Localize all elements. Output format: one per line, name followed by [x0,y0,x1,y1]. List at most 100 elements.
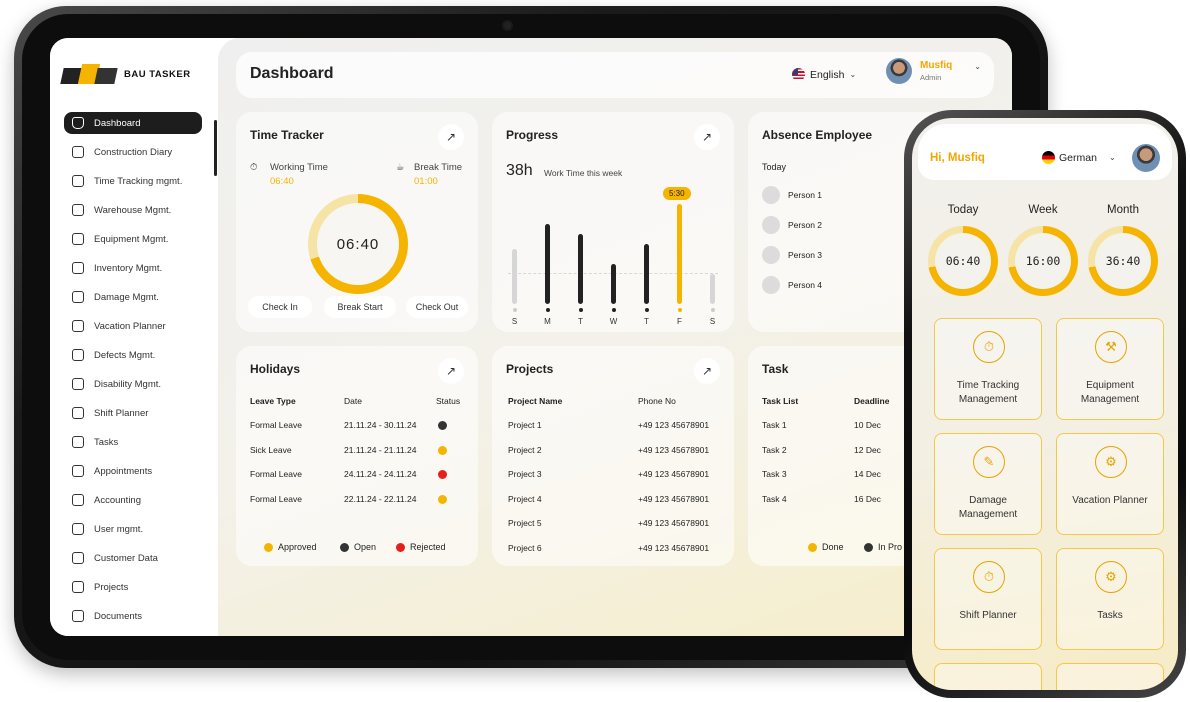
sidebar-item-warehouse-mgmt[interactable]: Warehouse Mgmt. [64,199,202,221]
column-header: Project Name [508,396,563,406]
tile-damage-management[interactable]: ✎ Damage Management [934,433,1042,535]
day-label: T [644,317,649,326]
tile-vacation-planner[interactable]: ⚙ Vacation Planner [1056,433,1164,535]
tile-tasks[interactable]: ⚙ Tasks [1056,548,1164,650]
day-label: T [578,317,583,326]
sidebar-item-dashboard[interactable]: Dashboard [64,112,202,134]
sidebar-item-user-mgmt[interactable]: User mgmt. [64,518,202,540]
avatar[interactable] [1132,144,1160,172]
gear-icon: ⚙ [1095,446,1127,478]
phone-number: +49 123 45678901 [638,542,710,553]
sidebar-item-label: Dashboard [94,117,141,129]
sidebar-scrollbar[interactable] [214,120,217,176]
tile-label: Vacation Planner [1072,495,1148,506]
tablet-camera [504,22,511,29]
tile-partial[interactable] [1056,663,1164,690]
card-title: Task [762,362,789,376]
gear-icon: ⚙ [1095,561,1127,593]
shift-icon [72,407,84,419]
legend-dot [264,542,273,552]
period-label: Today [947,204,979,216]
tile-label: Time Tracking Management [956,380,1020,405]
column-header: Deadline [854,396,890,406]
legend-item: Approved [264,542,317,552]
stopwatch-icon: ⏱ [250,162,258,173]
greeting: Hi, Musfiq [930,152,985,164]
sidebar-item-label: Warehouse Mgmt. [94,204,172,216]
table-row: Formal Leave [250,493,302,504]
sidebar-item-shift-planner[interactable]: Shift Planner [64,402,202,424]
sidebar-item-tasks[interactable]: Tasks [64,431,202,453]
bar-dot [710,308,715,312]
break-start-button[interactable]: Break Start [324,296,396,318]
diary-icon [72,146,84,158]
user-menu[interactable]: Musfiq Admin ⌄ [886,58,981,84]
stopwatch-icon: ⏱ [973,331,1005,363]
tile-equipment-management[interactable]: ⚒ Equipment Management [1056,318,1164,420]
coffee-icon: ☕ [396,162,405,173]
sidebar-item-documents[interactable]: Documents [64,605,202,627]
column-header: Date [344,396,362,406]
sidebar-item-label: Inventory Mgmt. [94,262,163,274]
table-row: Formal Leave [250,469,302,479]
card-title: Progress [506,128,559,142]
table-row: Task 4 [762,493,787,504]
sidebar-item-time-tracking-mgmt[interactable]: Time Tracking mgmt. [64,170,202,192]
expand-arrow-icon[interactable]: ↗ [694,358,720,384]
sidebar-item-equipment-mgmt[interactable]: Equipment Mgmt. [64,228,202,250]
legend-label: Done [822,542,844,552]
deadline: 16 Dec [854,493,881,504]
phone-number: +49 123 45678901 [638,420,710,430]
expand-arrow-icon[interactable]: ↗ [694,124,720,150]
sidebar-item-construction-diary[interactable]: Construction Diary [64,141,202,163]
tile-partial[interactable] [934,663,1042,690]
column-header: Task List [762,396,799,406]
column-header: Phone No [638,396,676,406]
brand-logo[interactable]: BAU TASKER [60,62,191,86]
user-name: Musfiq [920,60,953,71]
check-out-button[interactable]: Check Out [406,296,468,318]
status-dot [438,470,447,479]
sidebar-item-vacation-planner[interactable]: Vacation Planner [64,315,202,337]
tile-shift-planner[interactable]: ⏱ Shift Planner [934,548,1042,650]
tasks-icon [72,436,84,448]
sidebar-item-damage-mgmt[interactable]: Damage Mgmt. [64,286,202,308]
sidebar-item-inventory-mgmt[interactable]: Inventory Mgmt. [64,257,202,279]
tile-label: Damage Management [958,495,1018,520]
bar-dot [545,308,550,312]
user-role: Admin [920,73,942,82]
sidebar-item-accounting[interactable]: Accounting [64,489,202,511]
bar-5 [677,204,682,304]
language-label: English [810,68,845,81]
tile-time-tracking-management[interactable]: ⏱ Time Tracking Management [934,318,1042,420]
language-selector[interactable]: German ⌄ [1042,151,1116,164]
check-in-button[interactable]: Check In [248,296,312,318]
sidebar-item-defects-mgmt[interactable]: Defects Mgmt. [64,344,202,366]
language-selector[interactable]: English ⌄ [792,68,856,81]
sidebar-item-projects[interactable]: Projects [64,576,202,598]
bar-2 [578,234,583,304]
period-value: 06:40 [945,254,981,268]
sidebar-item-disability-mgmt[interactable]: Disability Mgmt. [64,373,202,395]
documents-icon [72,610,84,622]
expand-arrow-icon[interactable]: ↗ [438,124,464,150]
sidebar-item-appointments[interactable]: Appointments [64,460,202,482]
period-ring [1008,226,1078,296]
table-row: Formal Leave [250,420,302,430]
alert-icon [72,349,84,361]
leave-date: 24.11.24 - 24.11.24 [344,469,417,479]
column-header: Leave Type [250,396,296,406]
customer-icon [72,552,84,564]
time-tracker-card: Time Tracker ↗ ⏱ Working Time 06:40 ☕ Br… [236,112,478,332]
expand-arrow-icon[interactable]: ↗ [438,358,464,384]
sidebar-item-label: Appointments [94,465,153,477]
table-row: Task 3 [762,469,787,479]
card-title: Absence Employee [762,128,873,142]
leave-date: 21.11.24 - 30.11.24 [344,420,417,430]
tablet-device: BAU TASKER Dashboard Construction Diary Ti… [14,6,1048,668]
person-name: Person 2 [788,220,823,230]
phone-number: +49 123 45678901 [638,493,710,504]
sidebar-item-customer-data[interactable]: Customer Data [64,547,202,569]
leave-date: 21.11.24 - 21.11.24 [344,444,417,455]
deadline: 10 Dec [854,420,881,430]
